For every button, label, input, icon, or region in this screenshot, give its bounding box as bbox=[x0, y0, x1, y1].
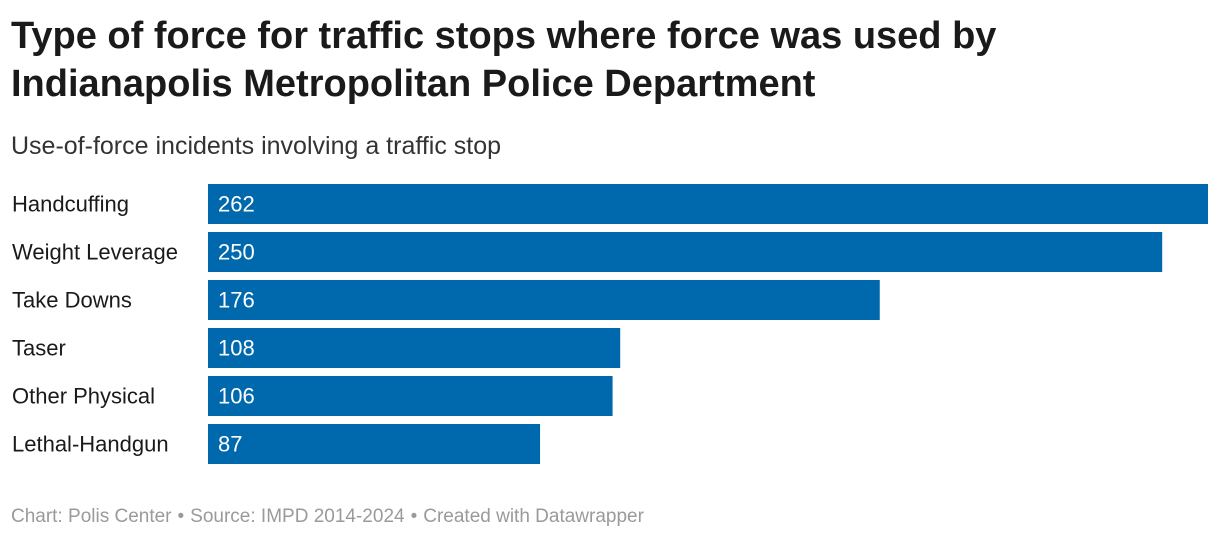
value-label: 176 bbox=[218, 288, 255, 313]
chart-credit: Chart: Polis Center bbox=[11, 506, 172, 527]
bar-chart: Handcuffing 262 Weight Leverage 250 Take Dow… bbox=[12, 184, 1208, 464]
chart-title: Type of force for traffic stops where fo… bbox=[11, 15, 997, 105]
created-with-note: Created with Datawrapper bbox=[423, 506, 644, 527]
value-label: 250 bbox=[218, 240, 255, 265]
bar bbox=[208, 184, 1208, 224]
value-label: 262 bbox=[218, 192, 255, 217]
category-label: Other Physical bbox=[12, 384, 155, 409]
category-label: Taser bbox=[12, 336, 66, 361]
category-label: Take Downs bbox=[12, 288, 132, 313]
footer-separator: • bbox=[177, 506, 185, 527]
value-label: 108 bbox=[218, 336, 255, 361]
footer-separator: • bbox=[410, 506, 418, 527]
category-label: Lethal-Handgun bbox=[12, 432, 169, 457]
category-label: Handcuffing bbox=[12, 192, 129, 217]
value-label: 87 bbox=[218, 432, 242, 457]
source-note: Source: IMPD 2014-2024 bbox=[190, 506, 405, 527]
value-label: 106 bbox=[218, 384, 255, 409]
bar bbox=[208, 232, 1163, 272]
chart-subtitle: Use-of-force incidents involving a traff… bbox=[11, 132, 502, 160]
bar bbox=[208, 424, 541, 464]
bar bbox=[208, 328, 621, 368]
bar bbox=[208, 376, 613, 416]
category-label: Weight Leverage bbox=[12, 240, 178, 265]
bar bbox=[208, 280, 880, 320]
chart-footer: Chart: Polis Center • Source: IMPD 2014-20… bbox=[11, 504, 644, 530]
